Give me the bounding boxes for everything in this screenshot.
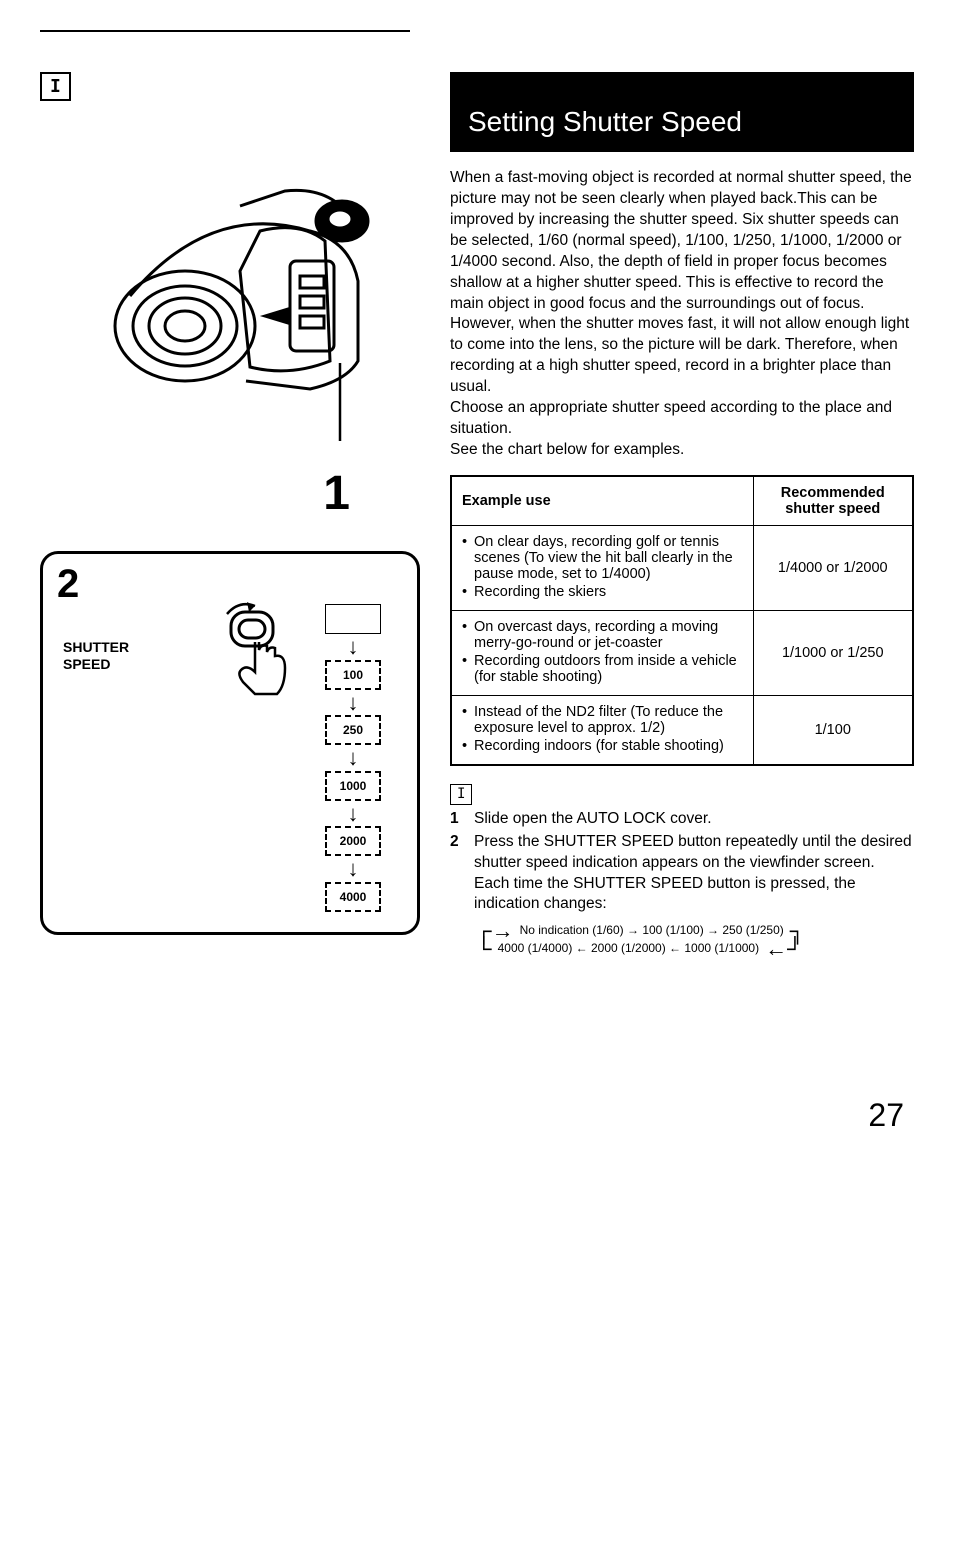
intro-paragraph: When a fast-moving object is recorded at… — [450, 168, 914, 461]
arrow-down-icon: ↓ — [348, 638, 359, 656]
camera-illustration: 1 — [40, 121, 420, 531]
example-use-table: Example use Recommended shutter speed On… — [450, 475, 914, 766]
callout-number-1: 1 — [50, 466, 410, 521]
speed-box-100: 100 — [325, 660, 381, 690]
section-header: Setting Shutter Speed — [450, 72, 914, 152]
panel-number-2: 2 — [57, 562, 79, 607]
step-item: 1Slide open the AUTO LOCK cover. — [450, 809, 914, 830]
arrow-down-icon: ↓ — [348, 860, 359, 878]
speed-box-1000: 1000 — [325, 771, 381, 801]
shutter-speed-label: SHUTTER SPEED — [63, 639, 129, 673]
steps-list: 1Slide open the AUTO LOCK cover.2Press t… — [450, 809, 914, 916]
page-number: 27 — [40, 1097, 914, 1134]
arrow-to-chain — [225, 594, 261, 634]
arrow-down-icon: ↓ — [348, 805, 359, 823]
table-row: On overcast days, recording a moving mer… — [451, 610, 913, 695]
speed-box-2000: 2000 — [325, 826, 381, 856]
table-header-use: Example use — [451, 476, 753, 526]
speed-box-250: 250 — [325, 715, 381, 745]
arrow-down-icon: ↓ — [348, 694, 359, 712]
table-header-speed: Recommended shutter speed — [753, 476, 913, 526]
arrow-down-icon: ↓ — [348, 749, 359, 767]
speed-chain: ↓ 100 ↓ 250 ↓ 1000 ↓ 2000 ↓ 4000 — [325, 604, 401, 912]
speed-box-blank — [325, 604, 381, 634]
table-row: On clear days, recording golf or tennis … — [451, 525, 913, 610]
steps-badge: I — [450, 784, 472, 805]
shutter-cycle-diagram: ┌→ No indication (1/60) → 100 (1/100) → … — [450, 921, 914, 957]
speed-box-4000: 4000 — [325, 882, 381, 912]
shutter-speed-panel: 2 SHUTTER SPEED — [40, 551, 420, 935]
step-item: 2Press the SHUTTER SPEED button repeated… — [450, 832, 914, 916]
table-row: Instead of the ND2 filter (To reduce the… — [451, 695, 913, 765]
camcorder-drawing — [90, 131, 410, 471]
section-badge: I — [40, 72, 71, 101]
cycle-line-1: No indication (1/60) → 100 (1/100) → 250… — [520, 921, 784, 939]
cycle-line-2: 4000 (1/4000) ← 2000 (1/2000) ← 1000 (1/… — [498, 939, 760, 957]
